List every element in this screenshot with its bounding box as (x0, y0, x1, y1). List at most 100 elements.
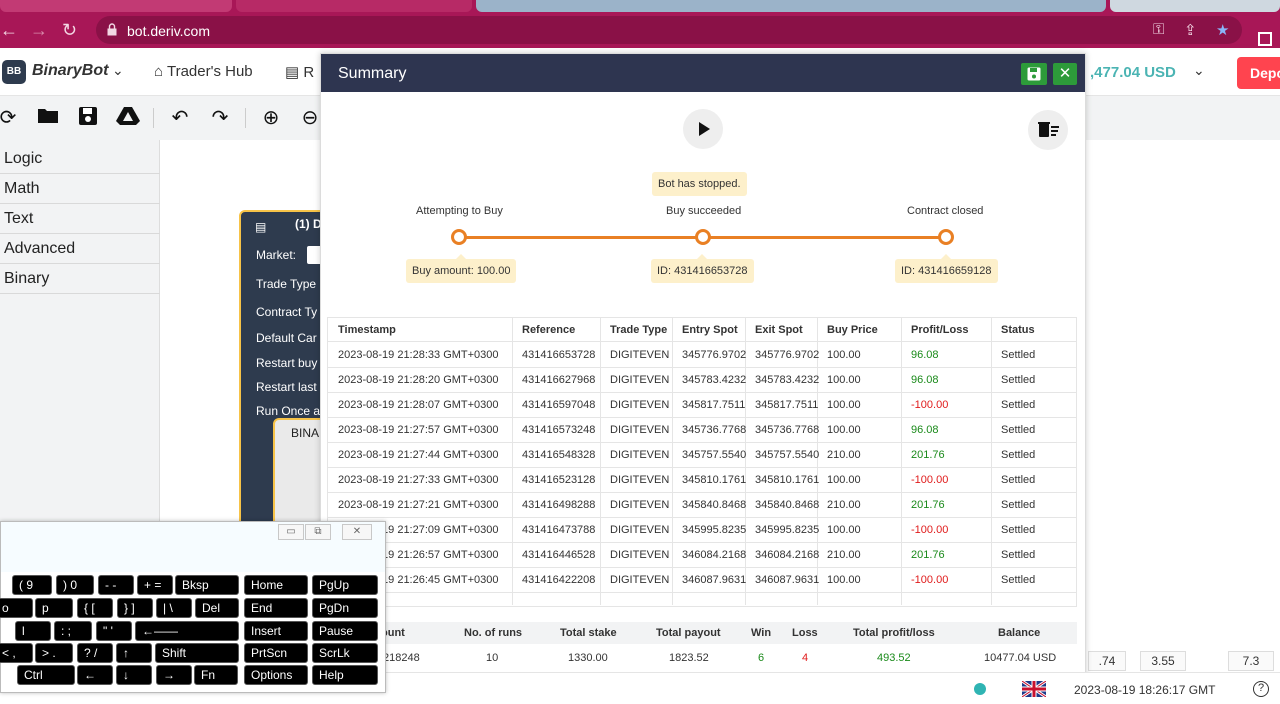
keyboard-key[interactable]: + = (137, 575, 173, 595)
keyboard-key[interactable]: Home (244, 575, 308, 595)
keyboard-key[interactable]: ← (77, 665, 113, 685)
browser-tab-active[interactable] (476, 0, 1106, 12)
reports-link[interactable]: ▤ R (285, 63, 314, 81)
share-icon[interactable]: ⇪ (1184, 22, 1197, 39)
dialog-titlebar[interactable]: Summary ✕ (321, 54, 1085, 92)
keyboard-key[interactable]: o (0, 598, 33, 618)
keyboard-key[interactable]: Insert (244, 621, 308, 641)
stats-header: No. of runs (464, 627, 523, 639)
column-header[interactable]: Timestamp (338, 324, 396, 336)
column-header[interactable]: Buy Price (827, 324, 878, 336)
reload-icon[interactable]: ↻ (62, 20, 78, 40)
table-row[interactable]: 2023-08-19 21:27:21 GMT+0300 431416498288… (328, 493, 1076, 518)
keyboard-key[interactable]: PgUp (312, 575, 378, 595)
keyboard-key[interactable]: ( 9 (12, 575, 52, 595)
zoom-out-icon[interactable]: ⊖ (301, 107, 319, 129)
column-header[interactable]: Profit/Loss (911, 324, 969, 336)
keyboard-key[interactable]: : ; (54, 621, 92, 641)
keyboard-key[interactable]: Ctrl (17, 665, 75, 685)
keyboard-key[interactable]: } ] (117, 598, 153, 618)
keyboard-key[interactable]: Del (195, 598, 239, 618)
table-row[interactable]: 2023-08-19 21:26:45 GMT+0300 431416422208… (328, 568, 1076, 593)
keyboard-key[interactable]: Options (244, 665, 308, 685)
google-drive-icon[interactable] (116, 106, 140, 130)
folder-open-icon[interactable] (36, 106, 60, 130)
help-icon[interactable]: ? (1253, 681, 1269, 697)
clear-stats-button[interactable] (1028, 110, 1068, 150)
minimize-icon[interactable]: ▭ (278, 524, 304, 540)
reset-icon[interactable]: ⟳ (0, 107, 17, 129)
side-panel-icon[interactable] (1258, 32, 1272, 46)
back-icon[interactable]: ← (0, 20, 18, 40)
trade-parameters-block[interactable]: ▤ (1) D Market: Trade Type Contract Ty D… (239, 210, 329, 530)
table-row[interactable]: 2023-08-19 21:27:44 GMT+0300 431416548328… (328, 443, 1076, 468)
keyboard-key[interactable]: Help (312, 665, 378, 685)
table-row[interactable]: 2023-08-19 21:27:57 GMT+0300 431416573248… (328, 418, 1076, 443)
restore-icon[interactable]: ⧉ (305, 524, 331, 540)
table-row[interactable]: 2023-08-19 21:26:57 GMT+0300 431416446528… (328, 543, 1076, 568)
keyboard-key[interactable]: → (156, 665, 192, 685)
keyboard-key[interactable]: Shift (155, 643, 239, 663)
keyboard-key[interactable]: { [ (77, 598, 113, 618)
column-header[interactable]: Exit Spot (755, 324, 803, 336)
table-row[interactable]: 2023-08-19 21:27:09 GMT+0300 431416473788… (328, 518, 1076, 543)
blocks-category-math[interactable]: Math (0, 174, 160, 204)
column-header[interactable]: Status (1001, 324, 1035, 336)
app-logo-text[interactable]: BinaryBot (32, 62, 109, 79)
keyboard-key[interactable]: ↓ (116, 665, 152, 685)
blocks-category-binary[interactable]: Binary (0, 264, 160, 294)
keyboard-key[interactable]: Pause (312, 621, 378, 641)
table-row[interactable]: 2023-08-19 21:28:33 GMT+0300 431416653728… (328, 343, 1076, 368)
deposit-button[interactable]: Depo (1237, 57, 1280, 89)
browser-tab[interactable] (236, 0, 472, 12)
zoom-in-icon[interactable]: ⊕ (262, 107, 280, 129)
chevron-down-icon[interactable]: ⌄ (1193, 62, 1205, 78)
keyboard-key[interactable]: | \ (156, 598, 192, 618)
bookmark-star-icon[interactable]: ★ (1216, 22, 1230, 39)
keyboard-key[interactable]: ↑ (116, 643, 152, 663)
table-cell: 2023-08-19 21:27:21 GMT+0300 (338, 499, 499, 511)
save-icon[interactable] (76, 106, 100, 130)
chevron-down-icon[interactable]: ⌄ (112, 62, 124, 78)
blocks-category-text[interactable]: Text (0, 204, 160, 234)
traders-hub-link[interactable]: ⌂ Trader's Hub (154, 63, 253, 80)
key-icon[interactable]: ⚿ (1153, 21, 1165, 38)
table-cell: DIGITEVEN (610, 399, 670, 411)
keyboard-key[interactable]: PrtScn (244, 643, 308, 663)
keyboard-key[interactable]: Bksp (175, 575, 239, 595)
save-button[interactable] (1021, 63, 1047, 85)
blocks-category-advanced[interactable]: Advanced (0, 234, 160, 264)
table-row[interactable]: 2023-08-19 21:27:33 GMT+0300 431416523128… (328, 468, 1076, 493)
close-icon[interactable]: ✕ (342, 524, 372, 540)
keyboard-key[interactable]: End (244, 598, 308, 618)
undo-icon[interactable]: ↶ (171, 107, 189, 129)
run-bot-button[interactable] (683, 109, 723, 149)
close-button[interactable]: ✕ (1053, 63, 1077, 85)
network-status-icon[interactable] (974, 683, 986, 695)
keyboard-key[interactable]: ←—— (135, 621, 239, 641)
column-header[interactable]: Reference (522, 324, 576, 336)
table-row[interactable]: 2023-08-19 21:28:07 GMT+0300 431416597048… (328, 393, 1076, 418)
keyboard-key[interactable]: " ' (96, 621, 132, 641)
keyboard-key[interactable]: p (35, 598, 73, 618)
account-balance[interactable]: ,477.04 USD (1090, 64, 1176, 81)
keyboard-key[interactable]: ? / (77, 643, 113, 663)
uk-flag-icon[interactable] (1022, 681, 1046, 697)
keyboard-key[interactable]: Fn (194, 665, 238, 685)
browser-tab[interactable] (1110, 0, 1280, 12)
keyboard-key[interactable]: PgDn (312, 598, 378, 618)
url-omnibox[interactable]: bot.deriv.com ⚿ ⇪ ★ (96, 16, 1242, 44)
column-header[interactable]: Entry Spot (682, 324, 738, 336)
keyboard-key[interactable]: ) 0 (56, 575, 94, 595)
browser-tab[interactable] (0, 0, 232, 12)
keyboard-key[interactable]: - - (98, 575, 134, 595)
keyboard-key[interactable]: l (15, 621, 51, 641)
table-row[interactable]: 2023-08-19 21:28:20 GMT+0300 431416627968… (328, 368, 1076, 393)
forward-icon[interactable]: → (30, 20, 48, 40)
keyboard-key[interactable]: < , (0, 643, 33, 663)
column-header[interactable]: Trade Type (610, 324, 668, 336)
keyboard-key[interactable]: > . (35, 643, 73, 663)
blocks-category-logic[interactable]: Logic (0, 144, 160, 174)
keyboard-key[interactable]: ScrLk (312, 643, 378, 663)
redo-icon[interactable]: ↷ (211, 107, 229, 129)
